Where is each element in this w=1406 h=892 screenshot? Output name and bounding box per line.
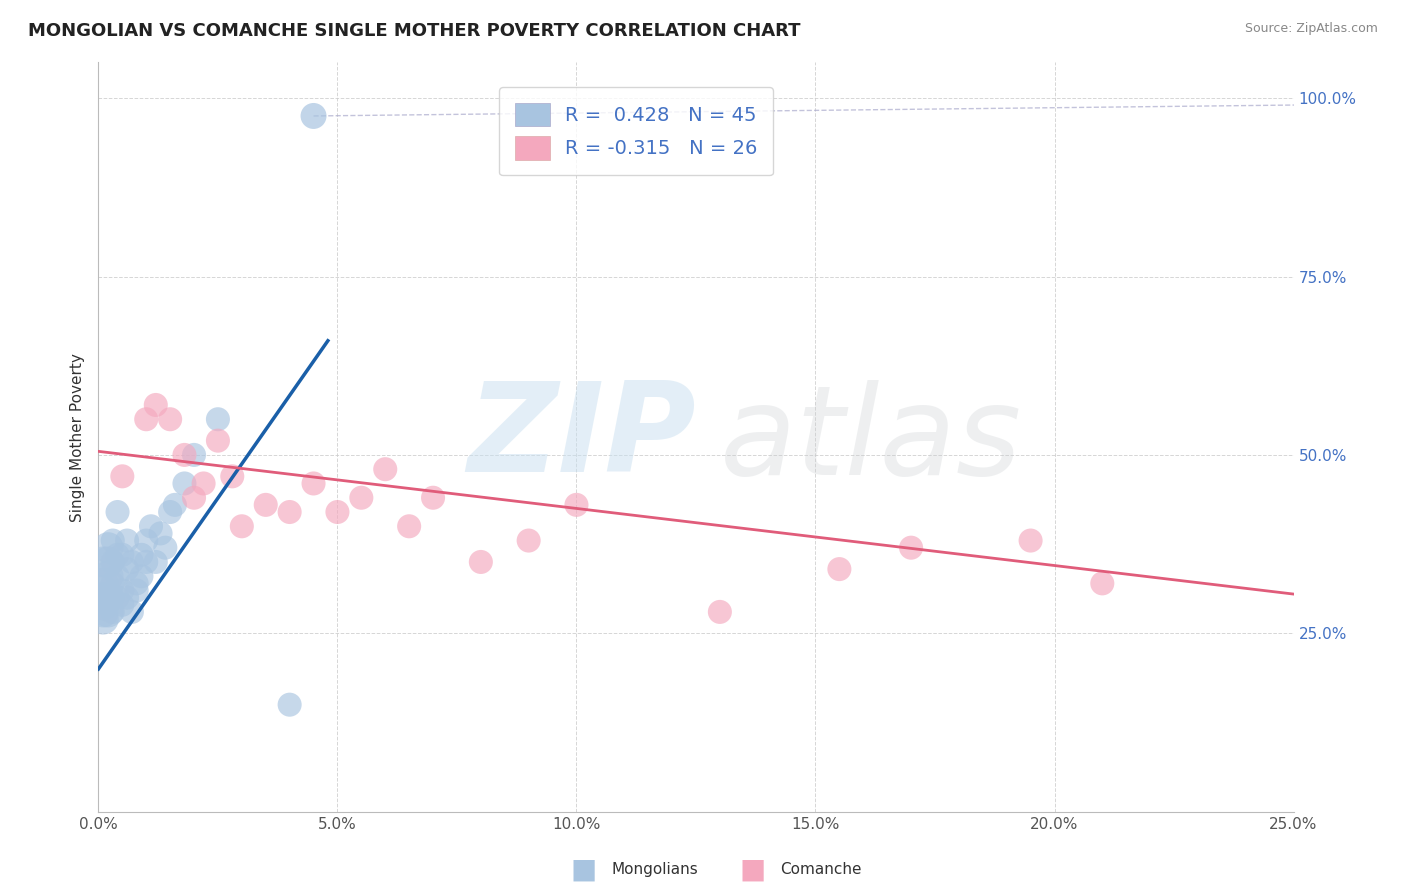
Point (278, 505, 301, 519)
Point (207, 412, 229, 426)
Text: ■: ■ (571, 855, 596, 884)
Point (101, 576, 124, 591)
Point (135, 412, 157, 426)
Point (111, 598, 134, 612)
Point (254, 498, 277, 512)
Point (565, 498, 588, 512)
Point (374, 462, 396, 476)
Point (221, 469, 243, 483)
Point (101, 533, 124, 548)
Point (91, 555, 114, 569)
Point (350, 491, 373, 505)
Point (115, 562, 138, 576)
Point (159, 505, 181, 519)
Point (131, 548, 153, 562)
Point (470, 555, 492, 569)
Point (107, 591, 129, 605)
Point (231, 519, 253, 533)
Point (107, 569, 129, 583)
Point (91, 612, 114, 626)
Point (115, 533, 138, 548)
Point (107, 505, 129, 519)
Point (302, 109, 325, 123)
Point (1091, 576, 1114, 591)
Point (145, 398, 167, 412)
Point (91, 591, 114, 605)
Point (111, 548, 134, 562)
Point (302, 476, 325, 491)
Point (101, 555, 124, 569)
Point (207, 434, 229, 448)
Point (173, 476, 195, 491)
Point (155, 541, 177, 555)
Point (145, 555, 167, 569)
Point (517, 533, 540, 548)
Point (183, 491, 205, 505)
Point (91, 598, 114, 612)
Text: MONGOLIAN VS COMANCHE SINGLE MOTHER POVERTY CORRELATION CHART: MONGOLIAN VS COMANCHE SINGLE MOTHER POVE… (28, 22, 800, 40)
Point (111, 583, 134, 598)
Point (139, 519, 162, 533)
Point (101, 591, 124, 605)
Point (97, 541, 120, 555)
Point (398, 519, 420, 533)
Point (326, 505, 349, 519)
Point (111, 469, 134, 483)
Text: ■: ■ (740, 855, 765, 884)
Point (135, 533, 157, 548)
Point (149, 526, 172, 541)
Text: Mongolians: Mongolians (612, 863, 699, 877)
Text: Comanche: Comanche (780, 863, 862, 877)
Point (193, 476, 215, 491)
Point (1019, 533, 1042, 548)
Point (101, 605, 124, 619)
Point (131, 569, 153, 583)
Text: atlas: atlas (720, 380, 1022, 501)
Point (135, 555, 157, 569)
Point (107, 548, 129, 562)
Point (709, 605, 731, 619)
Legend: R =  0.428   N = 45, R = -0.315   N = 26: R = 0.428 N = 45, R = -0.315 N = 26 (499, 87, 773, 176)
Point (121, 605, 143, 619)
Point (97, 555, 120, 569)
Point (163, 498, 186, 512)
Y-axis label: Single Mother Poverty: Single Mother Poverty (69, 352, 84, 522)
Point (125, 576, 148, 591)
Point (121, 555, 143, 569)
Point (900, 541, 922, 555)
Point (97, 605, 120, 619)
Point (278, 698, 301, 712)
Point (173, 448, 195, 462)
Point (183, 448, 205, 462)
Point (97, 591, 120, 605)
Point (91, 605, 114, 619)
Point (91, 576, 114, 591)
Point (159, 412, 181, 426)
Text: ZIP: ZIP (467, 376, 696, 498)
Point (91, 583, 114, 598)
Point (828, 562, 851, 576)
Point (97, 569, 120, 583)
Text: Source: ZipAtlas.com: Source: ZipAtlas.com (1244, 22, 1378, 36)
Point (115, 591, 138, 605)
Point (125, 583, 148, 598)
Point (422, 491, 444, 505)
